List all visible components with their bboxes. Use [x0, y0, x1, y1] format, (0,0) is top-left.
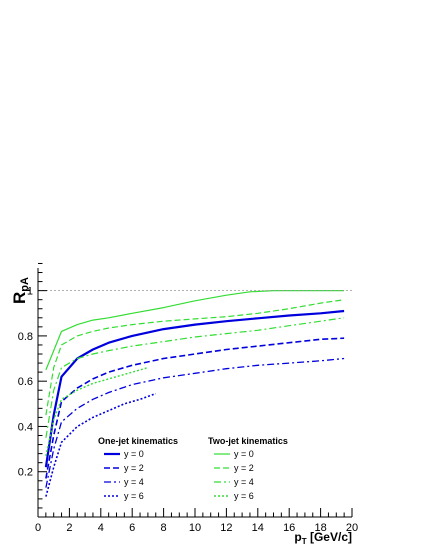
- y-axis-label: RpA: [10, 277, 31, 304]
- y-tick-label: 0.2: [18, 467, 33, 479]
- x-tick-label: 8: [161, 522, 167, 534]
- legend-entry-label: y = 2: [234, 463, 254, 473]
- series-two-jet-kinematics-y-6: [45, 366, 149, 457]
- x-tick-label: 0: [35, 522, 41, 534]
- x-tick-label: 10: [189, 522, 201, 534]
- x-tick-label: 16: [283, 522, 295, 534]
- series-one-jet-kinematics-y-2: [45, 337, 345, 479]
- x-tick-label: 14: [252, 522, 264, 534]
- y-tick-label: 1: [27, 286, 33, 298]
- y-tick-label: 0.4: [18, 421, 33, 433]
- legend-entry-label: y = 2: [124, 463, 144, 473]
- x-tick-label: 6: [129, 522, 135, 534]
- y-tick-label: 0.6: [18, 376, 33, 388]
- x-tick-label: 2: [66, 522, 72, 534]
- x-tick-label: 12: [220, 522, 232, 534]
- y-tick-label: 0.8: [18, 331, 33, 343]
- series-one-jet-kinematics-y-6: [45, 392, 157, 497]
- legend-entry-label: y = 4: [124, 477, 144, 487]
- axes-layer: 0 2 4 6 8 10 12 14 16 18 20 0.2 0.4 0.6 0.8 1: [18, 262, 358, 534]
- legend-title-two-jet-kinematics: Two-jet kinematics: [208, 436, 288, 446]
- x-axis-label: pT [GeV/c]: [294, 530, 352, 546]
- series-one-jet-kinematics-y-0: [44, 309, 345, 468]
- legend-entry-label: y = 0: [124, 449, 144, 459]
- x-tick-label: 4: [98, 522, 104, 534]
- legend-entry-label: y = 6: [124, 491, 144, 501]
- legend-entry-label: y = 4: [234, 477, 254, 487]
- legend-entry-label: y = 0: [234, 449, 254, 459]
- legend-layer: One-jet kinematics y = 0 y = 2 y = 4 y = 6 Tw…: [98, 436, 288, 501]
- legend-title-one-jet-kinematics: One-jet kinematics: [98, 436, 178, 446]
- series-two-jet-kinematics-y-0: [45, 290, 345, 371]
- legend-entry-label: y = 6: [234, 491, 254, 501]
- series-one-jet-kinematics-y-4: [45, 357, 345, 488]
- series-two-jet-kinematics-y-4: [45, 317, 345, 438]
- x-tick-label: 18: [314, 522, 326, 534]
- series-two-jet-kinematics-y-2: [45, 299, 345, 416]
- x-tick-label: 20: [346, 522, 358, 534]
- series-layer: [44, 290, 345, 497]
